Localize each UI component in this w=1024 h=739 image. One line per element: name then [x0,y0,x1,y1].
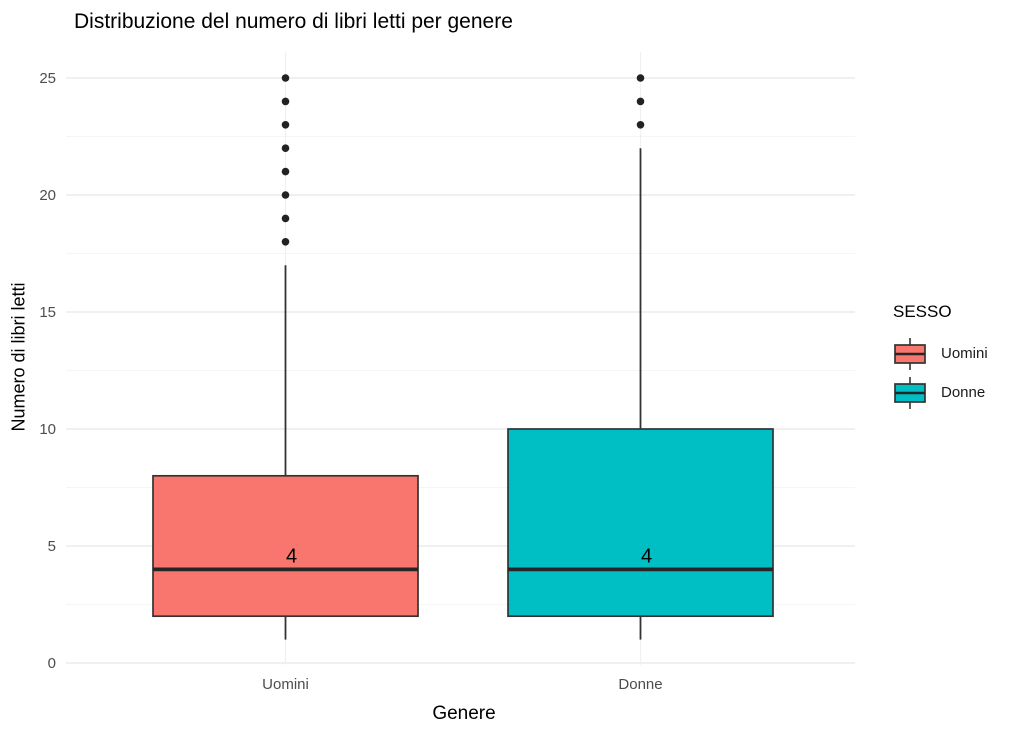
legend-key-boxplot-icon [894,376,926,409]
legend-entries: Uomini Donne [893,334,988,412]
legend: SESSO Uomini Donne [893,302,988,412]
outlier-point [281,121,290,129]
legend-entry-uomini: Uomini [893,334,988,373]
outlier-point [281,167,290,176]
x-tick-label: Donne [618,676,662,693]
y-tick-label: 5 [48,538,56,555]
outlier-point [281,74,290,82]
x-tick-label: Uomini [262,676,309,693]
legend-key-boxplot-icon [894,337,926,370]
outlier-point [281,191,290,199]
legend-title: SESSO [893,302,952,321]
median-value-label: 4 [641,545,652,567]
outlier-point [636,97,645,106]
x-axis-title: Genere [432,703,496,724]
legend-entry-label: Donne [941,384,986,401]
y-axis-title: Numero di libri letti [8,282,29,432]
y-tick-label: 25 [39,70,56,87]
outlier-point [281,238,290,246]
y-tick-label: 15 [39,304,56,321]
y-tick-label: 10 [39,421,56,438]
legend-entry-donne: Donne [893,373,988,412]
outlier-point [281,144,290,152]
legend-entry-label: Uomini [941,345,988,362]
outlier-point [636,74,645,82]
outlier-point [281,97,290,106]
chart-title: Distribuzione del numero di libri letti … [74,10,513,33]
outlier-point [636,121,645,129]
box-donne [507,428,774,618]
outlier-point [281,214,290,223]
y-tick-label: 0 [48,655,56,672]
y-tick-label: 20 [39,187,56,204]
median-value-label: 4 [286,545,297,567]
box-uomini [152,474,419,618]
